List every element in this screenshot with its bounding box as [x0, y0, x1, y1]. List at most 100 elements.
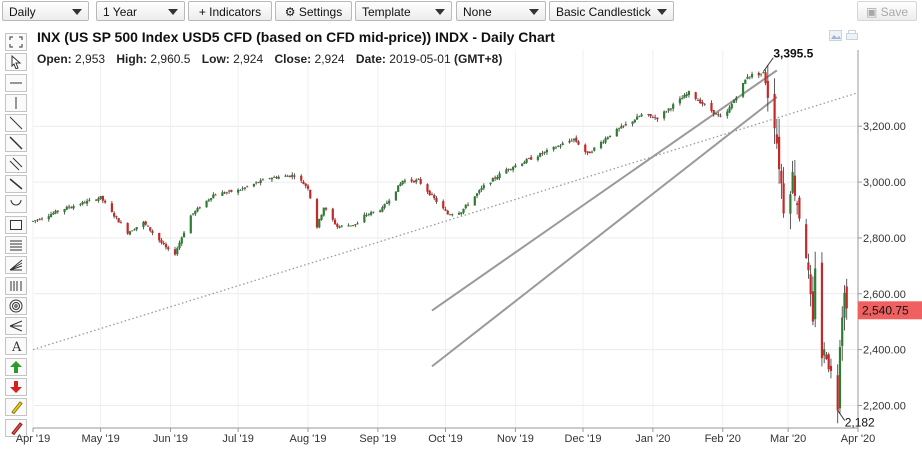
range-select[interactable]: 1 Year	[96, 1, 185, 21]
candle-body	[426, 184, 429, 192]
candle-body	[694, 92, 697, 100]
candlestick	[820, 252, 824, 367]
trend-line-icon[interactable]	[5, 114, 27, 133]
fibonacci-fan-icon[interactable]	[5, 256, 27, 275]
low-value: 2,924	[233, 52, 264, 66]
candle-body	[333, 219, 337, 225]
candle-body	[309, 189, 312, 199]
candle-body	[212, 194, 215, 199]
candlestick	[744, 79, 747, 85]
candle-body	[95, 199, 98, 201]
candlestick	[336, 222, 339, 230]
horizontal-line-icon[interactable]	[5, 73, 27, 92]
candle-body	[823, 349, 826, 356]
candle-body	[164, 244, 168, 248]
candle-body	[825, 354, 828, 360]
candle-body	[36, 219, 39, 221]
fibonacci-circle-icon[interactable]	[5, 296, 27, 315]
candlestick	[176, 246, 179, 257]
candle-body	[615, 128, 618, 137]
vertical-line-icon[interactable]	[5, 93, 27, 112]
candlestick	[198, 206, 201, 210]
candlestick	[397, 185, 400, 192]
indicators-button[interactable]: + Indicators	[188, 1, 272, 21]
candlestick	[710, 100, 713, 113]
candlestick	[291, 172, 294, 180]
compare-select[interactable]: None	[456, 1, 546, 21]
candlestick	[478, 189, 481, 195]
candle-body	[663, 111, 666, 119]
arc-icon[interactable]	[5, 195, 27, 214]
candlestick	[97, 196, 100, 203]
candlestick	[309, 189, 312, 200]
candle-body	[764, 72, 767, 84]
andrews-pitchfork-icon[interactable]	[5, 317, 27, 336]
template-select[interactable]: Template	[355, 1, 452, 21]
fibonacci-time-icon[interactable]	[5, 276, 27, 295]
candle-body	[491, 178, 494, 182]
candlestick	[444, 206, 447, 212]
down-arrow-icon[interactable]	[5, 378, 27, 397]
candlestick	[417, 178, 420, 180]
candlestick	[796, 200, 799, 215]
candlestick	[259, 178, 262, 186]
interval-select[interactable]: Daily	[2, 1, 89, 21]
eraser-icon[interactable]	[5, 418, 27, 437]
candlestick	[379, 209, 382, 213]
chevron-down-icon	[435, 9, 445, 15]
x-tick-label: Feb '20	[705, 433, 741, 445]
candlestick	[180, 236, 183, 247]
parallel-channel-icon[interactable]	[5, 154, 27, 173]
candlestick	[415, 178, 418, 185]
candle-body	[744, 79, 747, 84]
candle-body	[419, 179, 422, 184]
candle-body	[214, 194, 217, 196]
candle-body	[489, 182, 492, 185]
fibonacci-retracement-icon[interactable]	[5, 235, 27, 254]
candlestick	[669, 107, 673, 112]
candle-body	[388, 200, 391, 204]
candlestick	[694, 91, 697, 101]
candlestick	[633, 119, 636, 124]
candlestick	[306, 183, 310, 191]
ohlc-readout: Open: 2,953 High: 2,960.5 Low: 2,924 Clo…	[37, 52, 502, 66]
fullscreen-icon[interactable]	[5, 33, 27, 51]
candle-body	[196, 208, 199, 212]
save-button[interactable]: ▣ Save	[857, 1, 917, 21]
candle-body	[435, 197, 438, 202]
candlestick	[703, 103, 706, 106]
extended-line-icon[interactable]	[5, 175, 27, 194]
chart-title: INX (US SP 500 Index USD5 CFD (based on …	[37, 29, 555, 45]
candle-body	[363, 214, 366, 223]
candle-body	[428, 190, 431, 196]
candlestick	[207, 198, 210, 203]
candlestick	[714, 113, 718, 115]
image-export-icon[interactable]	[829, 30, 842, 41]
candle-body	[83, 202, 86, 204]
candle-body	[766, 80, 769, 98]
settings-button[interactable]: ⚙ Settings	[275, 1, 352, 21]
candlestick	[814, 251, 817, 328]
cursor-icon[interactable]	[5, 53, 27, 72]
candle-body	[814, 268, 817, 320]
text-icon[interactable]: A	[5, 337, 27, 356]
candle-body	[748, 76, 751, 78]
candlestick	[757, 71, 760, 78]
candle-body	[773, 93, 776, 129]
up-arrow-icon[interactable]	[5, 357, 27, 376]
date-value: 2019-05-01	[389, 52, 451, 66]
rectangle-icon[interactable]	[5, 215, 27, 234]
print-icon[interactable]	[846, 30, 858, 40]
candlestick	[104, 199, 107, 204]
candlestick	[435, 195, 438, 204]
chart-style-select[interactable]: Basic Candlestick	[549, 1, 674, 21]
candlestick	[493, 175, 497, 181]
ray-icon[interactable]	[5, 134, 27, 153]
candle-body	[633, 119, 636, 123]
highlighter-icon[interactable]	[5, 398, 27, 417]
candlestick	[624, 121, 627, 127]
candlestick	[394, 191, 398, 201]
candle-body	[288, 175, 292, 177]
candle-body	[65, 206, 68, 210]
